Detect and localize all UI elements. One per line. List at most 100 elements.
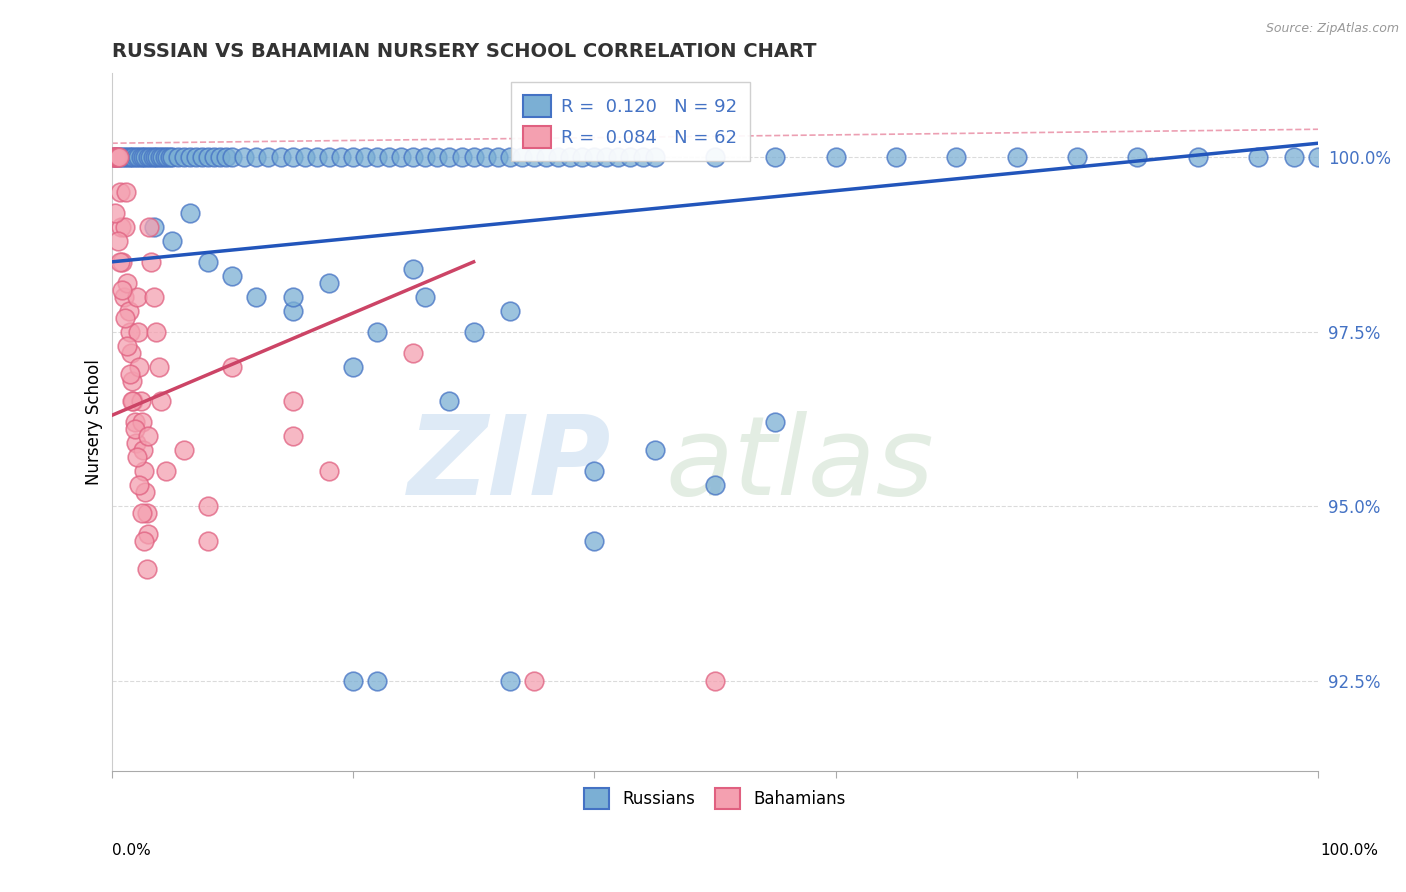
Point [571, 150, 593, 164]
Point [534, 150, 557, 164]
Point [108, 150, 131, 164]
Point [112, 150, 135, 164]
Point [426, 150, 449, 164]
Point [131, 416, 153, 430]
Point [619, 150, 641, 164]
Point [1126, 150, 1149, 164]
Point [644, 443, 666, 458]
Point [281, 290, 304, 304]
Point [945, 150, 967, 164]
Point [111, 255, 134, 269]
Point [245, 290, 267, 304]
Point [233, 150, 256, 164]
Point [294, 150, 316, 164]
Point [486, 150, 509, 164]
Point [153, 150, 176, 164]
Point [143, 150, 166, 164]
Point [103, 150, 125, 164]
Point [110, 219, 132, 234]
Point [704, 673, 727, 688]
Point [173, 150, 195, 164]
Text: atlas: atlas [665, 411, 934, 517]
Text: ZIP: ZIP [408, 411, 612, 517]
Point [281, 303, 304, 318]
Point [378, 150, 401, 164]
Point [499, 150, 522, 164]
Point [523, 150, 546, 164]
Point [197, 150, 219, 164]
Point [142, 290, 165, 304]
Point [305, 150, 328, 164]
Point [281, 429, 304, 443]
Point [136, 150, 159, 164]
Point [107, 234, 129, 248]
Point [221, 359, 243, 374]
Point [129, 394, 152, 409]
Point [474, 150, 496, 164]
Point [595, 150, 617, 164]
Point [366, 673, 388, 688]
Point [560, 150, 582, 164]
Point [156, 150, 179, 164]
Point [117, 338, 139, 352]
Point [117, 276, 139, 290]
Point [134, 464, 156, 478]
Point [439, 150, 461, 164]
Point [104, 206, 127, 220]
Point [114, 310, 136, 325]
Point [150, 150, 173, 164]
Point [127, 325, 149, 339]
Point [644, 150, 666, 164]
Point [342, 673, 364, 688]
Point [245, 150, 267, 164]
Point [1187, 150, 1209, 164]
Legend: Russians, Bahamians: Russians, Bahamians [578, 781, 852, 815]
Point [463, 150, 485, 164]
Point [1308, 150, 1330, 164]
Point [120, 345, 142, 359]
Point [1005, 150, 1028, 164]
Point [134, 150, 156, 164]
Point [160, 234, 183, 248]
Point [127, 150, 149, 164]
Point [704, 478, 727, 492]
Point [257, 150, 280, 164]
Point [149, 150, 172, 164]
Point [108, 150, 131, 164]
Point [499, 673, 522, 688]
Point [583, 534, 606, 549]
Point [125, 450, 148, 465]
Point [510, 150, 533, 164]
Point [136, 429, 159, 443]
Point [124, 416, 146, 430]
Point [125, 436, 148, 450]
Point [221, 150, 243, 164]
Point [184, 150, 207, 164]
Point [115, 150, 138, 164]
Point [134, 485, 156, 500]
Point [547, 150, 569, 164]
Point [202, 150, 225, 164]
Point [117, 150, 139, 164]
Point [824, 150, 846, 164]
Point [146, 150, 169, 164]
Point [1282, 150, 1305, 164]
Point [179, 206, 201, 220]
Point [281, 394, 304, 409]
Point [122, 150, 145, 164]
Point [112, 290, 135, 304]
Point [134, 534, 156, 549]
Text: RUSSIAN VS BAHAMIAN NURSERY SCHOOL CORRELATION CHART: RUSSIAN VS BAHAMIAN NURSERY SCHOOL CORRE… [111, 42, 815, 61]
Point [142, 150, 165, 164]
Point [884, 150, 907, 164]
Point [450, 150, 472, 164]
Point [155, 464, 177, 478]
Point [150, 394, 173, 409]
Point [439, 394, 461, 409]
Point [354, 150, 377, 164]
Point [523, 673, 546, 688]
Point [128, 359, 150, 374]
Point [402, 150, 425, 164]
Point [342, 150, 364, 164]
Text: 0.0%: 0.0% [112, 843, 152, 858]
